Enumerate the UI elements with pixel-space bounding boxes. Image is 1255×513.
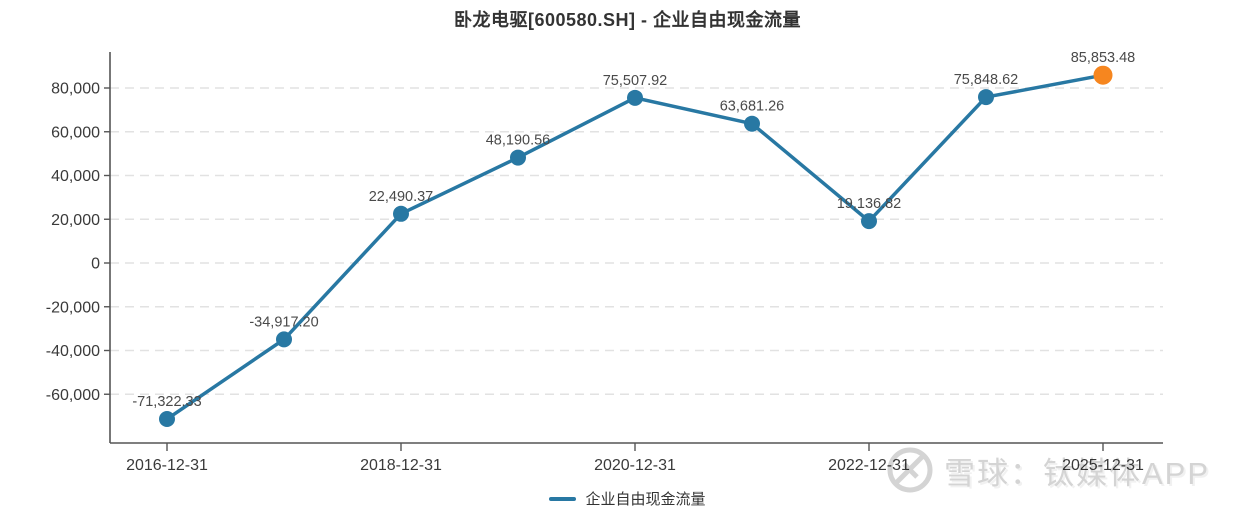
- legend-item[interactable]: 企业自由现金流量: [0, 488, 1255, 509]
- data-point-label: 75,507.92: [603, 73, 668, 89]
- data-point[interactable]: [1093, 65, 1113, 85]
- data-point[interactable]: [978, 89, 994, 106]
- data-point[interactable]: [276, 331, 292, 348]
- chart-title: 卧龙电驱[600580.SH] - 企业自由现金流量: [453, 10, 802, 30]
- y-axis-label: -40,000: [46, 343, 100, 360]
- data-point[interactable]: [510, 149, 526, 166]
- legend-line-marker: [549, 496, 577, 501]
- y-axis-label: 60,000: [51, 124, 100, 141]
- x-axis-label: 2018-12-31: [360, 457, 442, 474]
- x-axis-label: 2022-12-31: [828, 457, 910, 474]
- data-point-label: 75,848.62: [954, 72, 1019, 88]
- data-point-label: 48,190.56: [486, 133, 551, 149]
- data-point-label: 22,490.37: [369, 189, 434, 205]
- series-line: [165, 73, 1105, 421]
- data-point[interactable]: [159, 411, 175, 428]
- data-point-label: -34,917.20: [249, 314, 318, 330]
- data-point-label: 63,681.26: [720, 99, 785, 115]
- y-axis-label: 40,000: [51, 168, 100, 185]
- data-point-label: -71,322.33: [132, 394, 201, 410]
- x-axis-label: 2020-12-31: [594, 457, 676, 474]
- y-axis-label: 20,000: [51, 212, 100, 229]
- legend-label: 企业自由现金流量: [585, 491, 706, 508]
- y-axis-label: -60,000: [46, 387, 100, 404]
- y-axis-label: -20,000: [46, 299, 100, 316]
- data-point-label: 85,853.48: [1071, 50, 1136, 66]
- x-axis-label: 2025-12-31: [1062, 457, 1144, 474]
- data-point-label: 19,136.82: [837, 196, 902, 212]
- data-point[interactable]: [744, 115, 760, 132]
- y-axis-label: 80,000: [51, 81, 100, 98]
- data-point[interactable]: [393, 205, 409, 222]
- x-axis-label: 2016-12-31: [126, 457, 208, 474]
- y-axis-label: 0: [91, 256, 100, 273]
- data-point[interactable]: [861, 213, 877, 230]
- data-point[interactable]: [627, 89, 643, 106]
